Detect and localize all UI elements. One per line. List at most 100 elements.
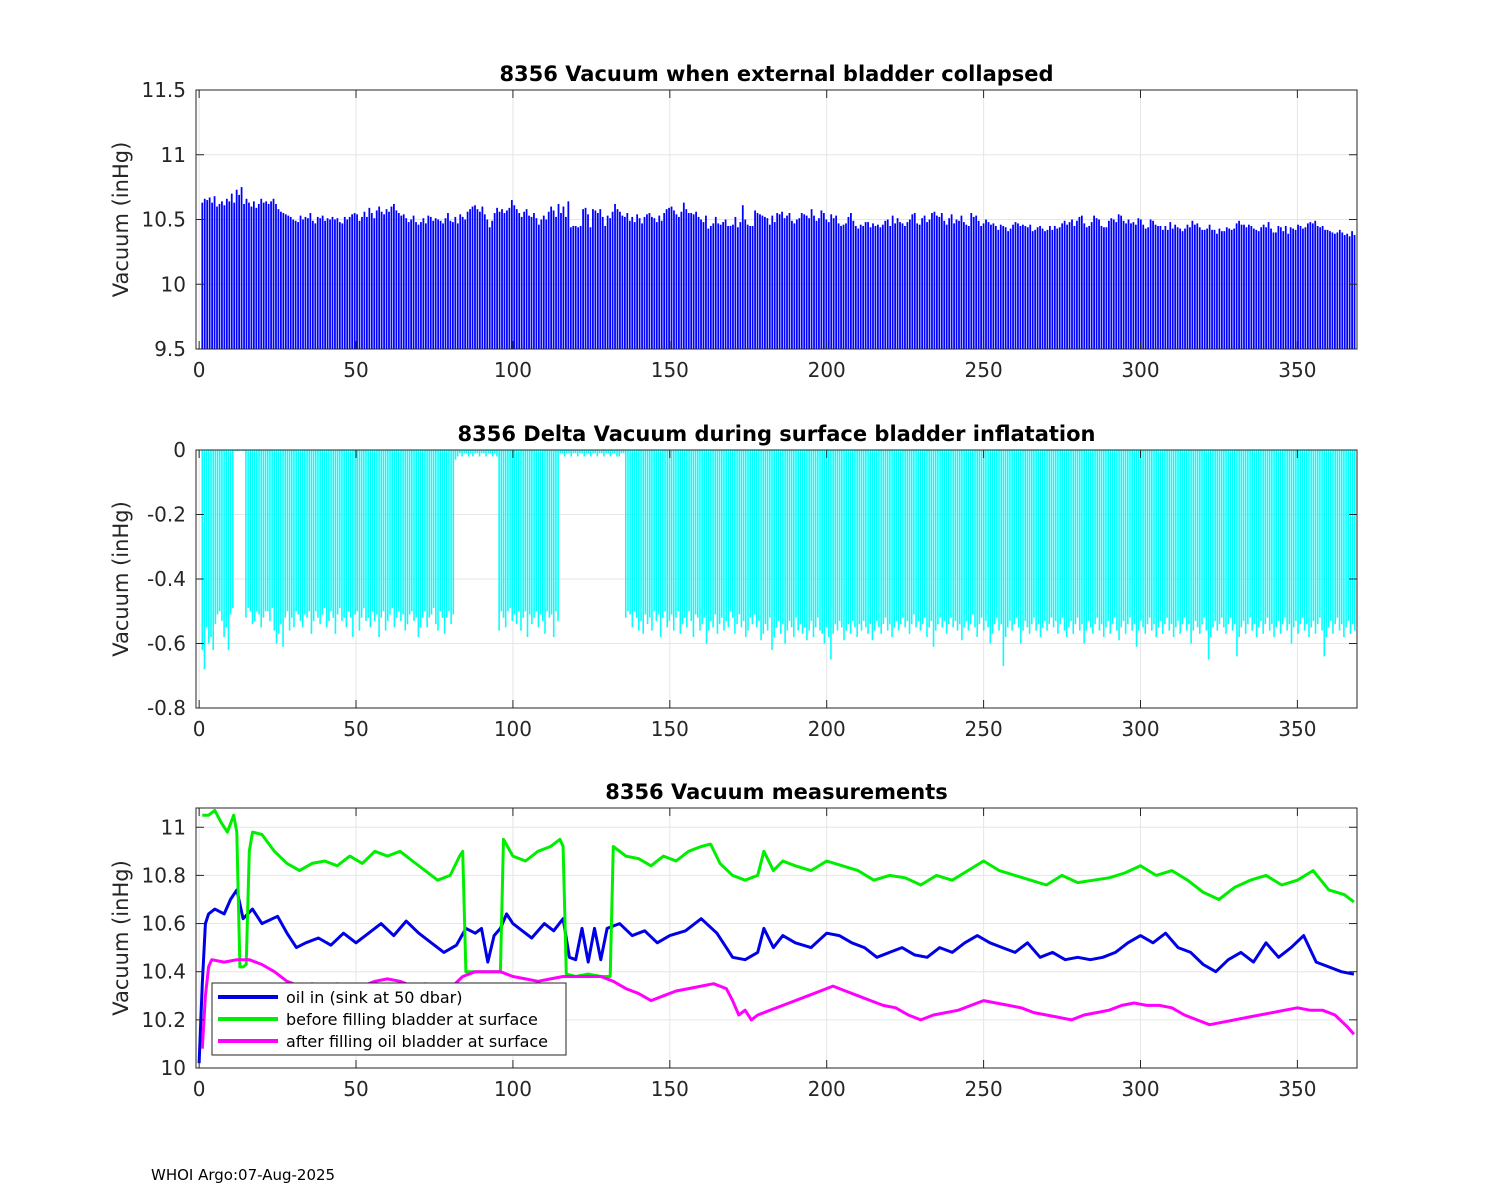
bar [670,450,673,615]
bar [749,225,752,349]
bar [678,216,680,349]
bar [1124,450,1127,634]
bar [867,450,869,634]
bar [923,215,926,349]
bar [1194,450,1197,621]
bar [972,450,974,615]
bar [225,198,228,349]
bar [271,450,273,609]
bar [459,214,462,349]
bar [491,450,494,457]
bar [269,450,271,621]
bar [503,213,506,349]
bar [260,198,263,349]
bar [255,207,258,349]
bar [845,223,847,349]
bar [1092,450,1094,634]
bar [1129,450,1131,618]
bar [463,450,466,454]
bar [917,450,920,621]
bar [464,219,467,349]
bar [528,215,530,349]
bar [1310,450,1312,628]
bar [1127,219,1130,349]
bar [916,223,919,349]
bar [282,213,285,349]
bar [758,450,760,621]
bar [719,224,722,349]
bar [837,223,840,349]
bar [1125,223,1127,349]
bar [1103,450,1105,638]
bar [873,450,876,631]
bar [518,213,521,349]
bar [382,450,385,612]
bar [769,450,771,618]
chart-title: 8356 Delta Vacuum during surface bladder… [458,422,1096,446]
bar [1172,450,1175,638]
bar [1185,450,1188,631]
bar [383,214,385,349]
bar [1105,227,1108,349]
bar [768,224,771,349]
bar [297,450,300,615]
bar [552,210,555,349]
bar [213,196,216,349]
bar [1068,450,1070,628]
bar [1059,450,1061,625]
bar [1351,231,1353,349]
bar [1238,450,1240,638]
bar [618,450,620,457]
bar [1329,231,1331,349]
bar [847,216,850,349]
bar [862,225,865,349]
bar [235,189,238,349]
bar [1142,450,1144,628]
bar [286,450,289,612]
bar [545,219,548,349]
bar [930,450,933,621]
bar [515,450,518,625]
bar [682,202,685,349]
bar [1321,450,1323,631]
bar [712,450,714,628]
y-tick-label: 10.8 [141,863,186,887]
bar [574,450,577,454]
bar [795,450,797,618]
bar [696,450,699,618]
bar [1229,450,1232,618]
bar [515,209,518,349]
bar [800,213,803,349]
bar [1309,222,1312,349]
bar [751,450,754,625]
bar [252,201,255,349]
bar [1188,450,1190,625]
bar [1011,450,1013,631]
bar [395,210,398,349]
bar [1351,450,1354,625]
bar [924,450,926,618]
bar [1292,450,1295,628]
bar [699,450,701,631]
bar [810,450,813,621]
bar [1216,450,1219,631]
bar [736,450,738,625]
bar [926,450,928,638]
bar [773,222,776,349]
bar [1213,229,1216,349]
bar [1211,229,1213,349]
bar [1164,225,1167,349]
bar [1044,450,1046,621]
bar [1332,450,1334,634]
bar [651,450,653,631]
bar [373,450,376,621]
bar [690,450,693,621]
bar [799,450,802,625]
bar [1022,450,1024,631]
bar [856,450,858,638]
bar [325,450,328,628]
bar [740,450,743,628]
bar [444,218,447,349]
bar [304,450,306,615]
bar [1116,450,1118,631]
